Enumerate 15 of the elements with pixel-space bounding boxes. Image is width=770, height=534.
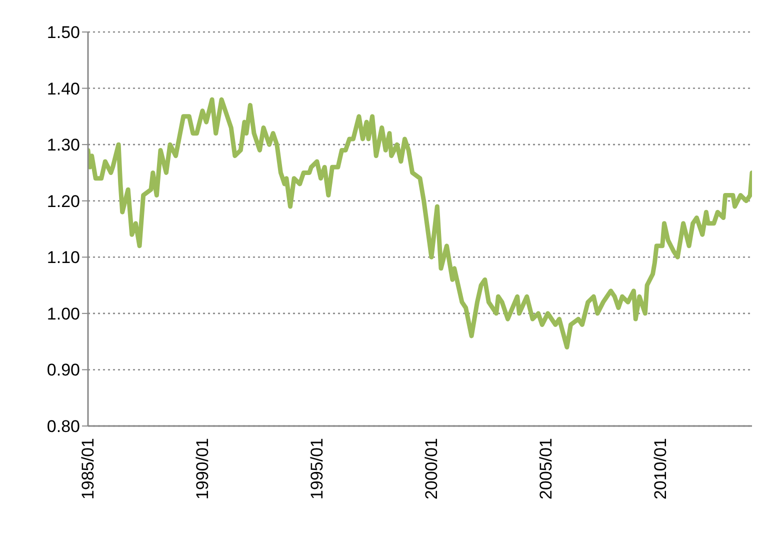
y-tick-label: 1.10 <box>46 248 80 268</box>
y-tick-label: 0.90 <box>46 360 80 380</box>
y-tick-label: 1.00 <box>46 304 80 324</box>
line-series <box>88 97 752 350</box>
x-tick-label: 2000/01 <box>422 438 441 500</box>
x-tick-label: 1995/01 <box>307 438 326 500</box>
x-tick-label: 2010/01 <box>650 438 670 500</box>
y-tick-label: 1.20 <box>46 192 80 211</box>
y-tick-label: 1.40 <box>46 79 80 98</box>
x-tick-label: 1985/01 <box>78 438 98 500</box>
y-tick-label: 1.30 <box>46 136 80 155</box>
x-tick-label: 2005/01 <box>536 438 556 500</box>
y-tick-label: 1.50 <box>46 23 80 42</box>
x-tick-label: 1990/01 <box>192 438 212 500</box>
y-tick-label: 0.80 <box>46 417 80 436</box>
